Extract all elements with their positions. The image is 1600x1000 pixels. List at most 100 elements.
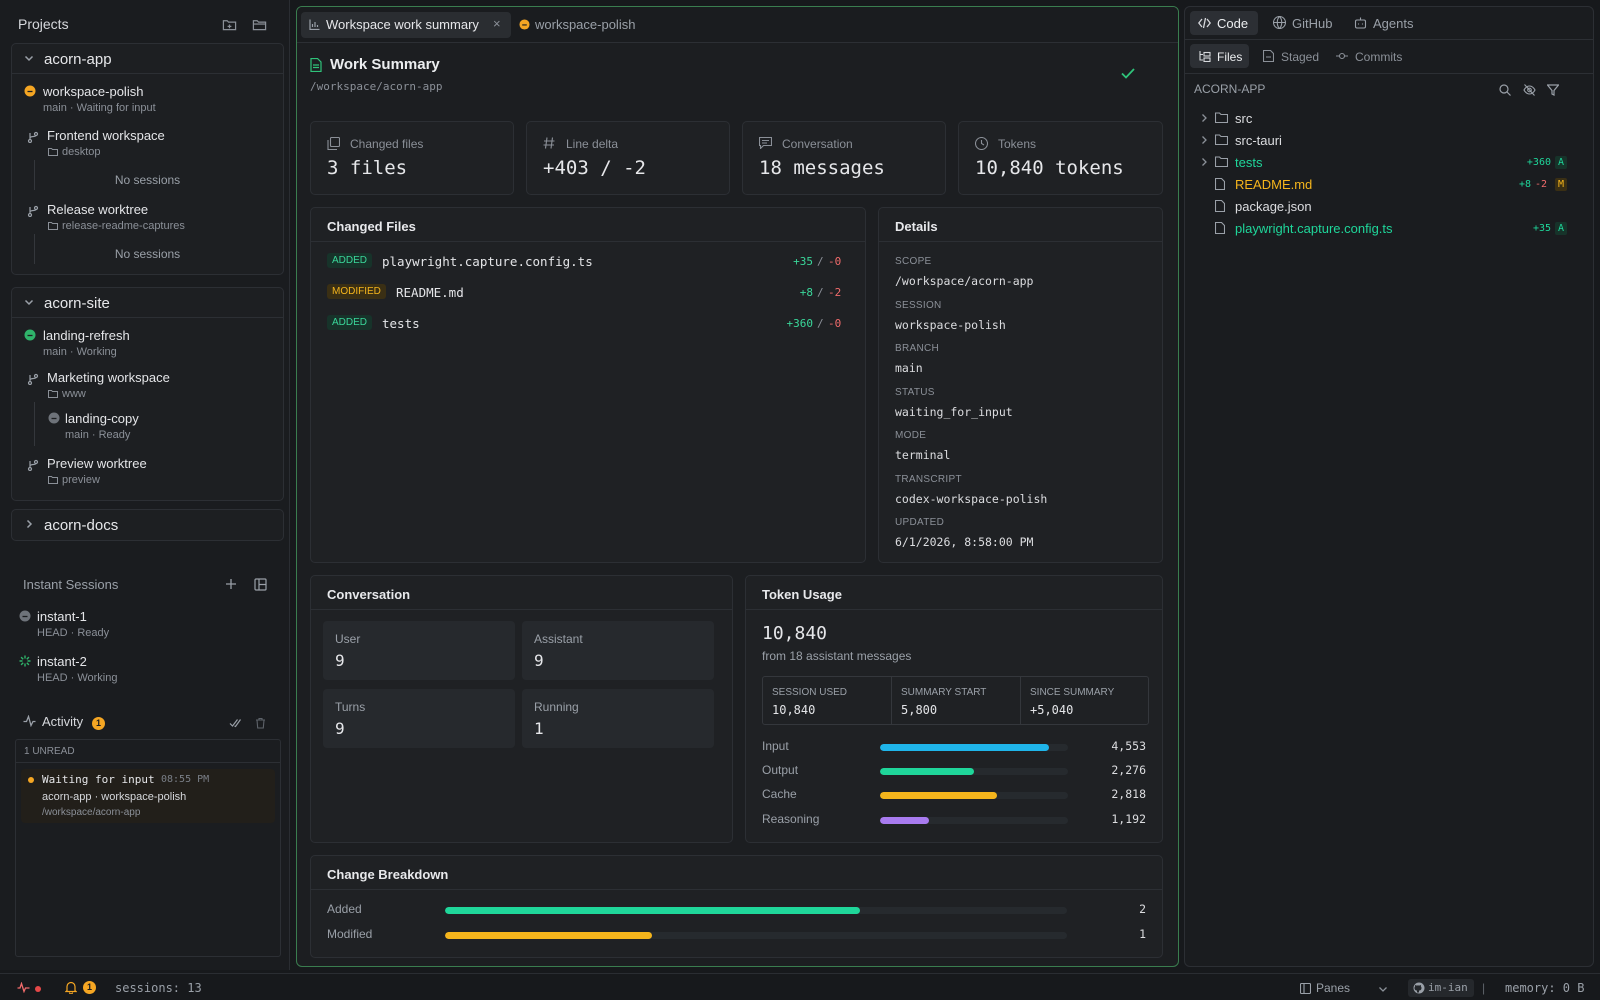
session-item-landing-refresh[interactable]: landing-refresh main · Working (12, 319, 283, 359)
changed-file-row[interactable]: ADDED playwright.capture.config.ts +35 /… (327, 251, 851, 273)
subtab-files[interactable]: Files (1190, 44, 1249, 68)
chevron-right-icon (1199, 157, 1209, 167)
token-bar-reasoning (880, 817, 929, 824)
globe-icon (1273, 16, 1286, 29)
token-box: SUMMARY START 5,800 (892, 677, 1021, 724)
project-acorn-docs[interactable]: acorn-docs (11, 509, 284, 541)
detail-value: codex-workspace-polish (895, 492, 1048, 506)
box-label: SINCE SUMMARY (1030, 687, 1115, 698)
tab-workspace-polish[interactable]: workspace-polish (515, 12, 665, 38)
trash-icon[interactable] (251, 714, 269, 732)
git-branch-icon (27, 373, 39, 385)
session-item-workspace-polish[interactable]: workspace-polish main · Waiting for inpu… (12, 75, 283, 117)
chevron-right-icon (1199, 113, 1209, 123)
card-title: Change Breakdown (327, 867, 449, 882)
cell-label: User (335, 632, 361, 646)
eye-off-icon[interactable] (1520, 81, 1538, 99)
tab-agents[interactable]: Agents (1346, 11, 1426, 35)
token-row-label: Output (762, 763, 799, 777)
layout-icon[interactable] (251, 575, 269, 593)
tree-file-package[interactable]: package.json (1199, 197, 1579, 217)
project-header[interactable]: acorn-app (12, 44, 283, 74)
activity-item[interactable]: Waiting for input 08:55 PM acorn-app · w… (21, 769, 275, 823)
sessions-count: sessions: 13 (115, 981, 202, 995)
activity-count-badge: 1 (92, 717, 105, 730)
folder-icon (1215, 134, 1228, 145)
mark-read-icon[interactable] (226, 714, 244, 732)
folder-icon (48, 475, 58, 484)
tab-code[interactable]: Code (1190, 11, 1258, 35)
worktree-preview[interactable]: Preview worktree preview (12, 450, 283, 488)
detail-label: STATUS (895, 387, 935, 398)
worktree-name: Marketing workspace (47, 370, 170, 385)
tree-file-readme[interactable]: README.md +8 -2 M (1199, 175, 1579, 195)
worktree-release[interactable]: Release worktree release-readme-captures (12, 196, 283, 234)
changed-file-row[interactable]: MODIFIED README.md +8 / -2 (327, 282, 851, 304)
box-label: SESSION USED (772, 687, 848, 698)
new-folder-icon[interactable] (220, 15, 238, 33)
detail-value: waiting_for_input (895, 405, 1013, 419)
tab-work-summary[interactable]: Workspace work summary × (301, 12, 511, 38)
working-status-icon (24, 329, 36, 341)
instant-item-2[interactable]: instant-2 HEAD · Working (12, 649, 282, 687)
commit-icon (1336, 52, 1348, 60)
cell-value: 9 (335, 719, 345, 738)
stat-line-delta: Line delta +403 / -2 (526, 121, 730, 195)
session-meta: main · Working (43, 346, 117, 358)
box-value: 10,840 (772, 703, 816, 717)
change-breakdown-card: Change Breakdown Added 2 Modified 1 (310, 855, 1163, 958)
stat-value: 3 files (327, 157, 408, 179)
instant-item-1[interactable]: instant-1 HEAD · Ready (12, 604, 282, 642)
token-row-label: Reasoning (762, 812, 820, 826)
detail-value: 6/1/2026, 8:58:00 PM (895, 535, 1034, 549)
details-card: Details SCOPE /workspace/acorn-app SESSI… (878, 207, 1163, 563)
filter-icon[interactable] (1544, 81, 1562, 99)
subtab-commits[interactable]: Commits (1330, 44, 1410, 68)
projects-sidebar: Projects acorn-app workspace-polish main… (0, 0, 290, 970)
token-box: SESSION USED 10,840 (763, 677, 892, 724)
tree-folder-src[interactable]: src (1199, 109, 1579, 129)
tree-folder-tests[interactable]: tests +360 A (1199, 153, 1579, 173)
changed-file-row[interactable]: ADDED tests +360 / -0 (327, 313, 851, 335)
divider (311, 609, 732, 610)
card-title: Changed Files (327, 219, 416, 234)
project-header[interactable]: acorn-site (12, 288, 283, 318)
token-bar-track (880, 792, 1068, 799)
stat-label: Changed files (350, 137, 424, 151)
session-name: landing-copy (65, 411, 139, 426)
sep: / (817, 255, 824, 268)
token-row-value: 2,276 (1111, 763, 1146, 777)
panes-dropdown[interactable]: Panes (1300, 981, 1400, 997)
instant-sessions-title: Instant Sessions (23, 577, 119, 592)
session-meta: main · Ready (65, 429, 131, 441)
error-dot (35, 986, 41, 992)
token-total: 10,840 (762, 623, 828, 644)
worktree-marketing[interactable]: Marketing workspace www (12, 364, 283, 402)
tab-github[interactable]: GitHub (1265, 11, 1340, 35)
tree-folder-src-tauri[interactable]: src-tauri (1199, 131, 1579, 151)
detail-label: SESSION (895, 300, 942, 311)
cell-label: Turns (335, 700, 366, 714)
close-icon[interactable]: × (493, 16, 501, 31)
session-item-landing-copy[interactable]: landing-copy main · Ready (40, 406, 283, 446)
card-title: Token Usage (762, 587, 842, 602)
document-icon (310, 58, 322, 72)
conversation-cell: Turns 9 (323, 689, 515, 748)
plus-icon[interactable] (222, 575, 240, 593)
search-icon[interactable] (1496, 81, 1514, 99)
panel-tabs: Code GitHub Agents (1185, 7, 1593, 40)
tree-file-playwright[interactable]: playwright.capture.config.ts +35 A (1199, 219, 1579, 239)
bell-icon[interactable] (65, 981, 77, 994)
worktree-frontend[interactable]: Frontend workspace desktop (12, 122, 283, 160)
separator: | (1482, 981, 1486, 995)
subtab-staged[interactable]: Staged (1257, 44, 1327, 68)
box-value: 5,800 (901, 703, 938, 717)
stat-label: Line delta (566, 137, 619, 151)
activity-item-time: 08:55 PM (161, 774, 210, 785)
pulse-icon[interactable] (17, 982, 30, 993)
status-bar: 1 sessions: 13 Panes im-ian | memory: 0 … (0, 973, 1600, 1000)
github-user[interactable]: im-ian (1408, 979, 1474, 997)
memory-usage: memory: 0 B (1505, 981, 1585, 995)
open-folder-icon[interactable] (250, 15, 268, 33)
file-icon (1215, 200, 1225, 212)
